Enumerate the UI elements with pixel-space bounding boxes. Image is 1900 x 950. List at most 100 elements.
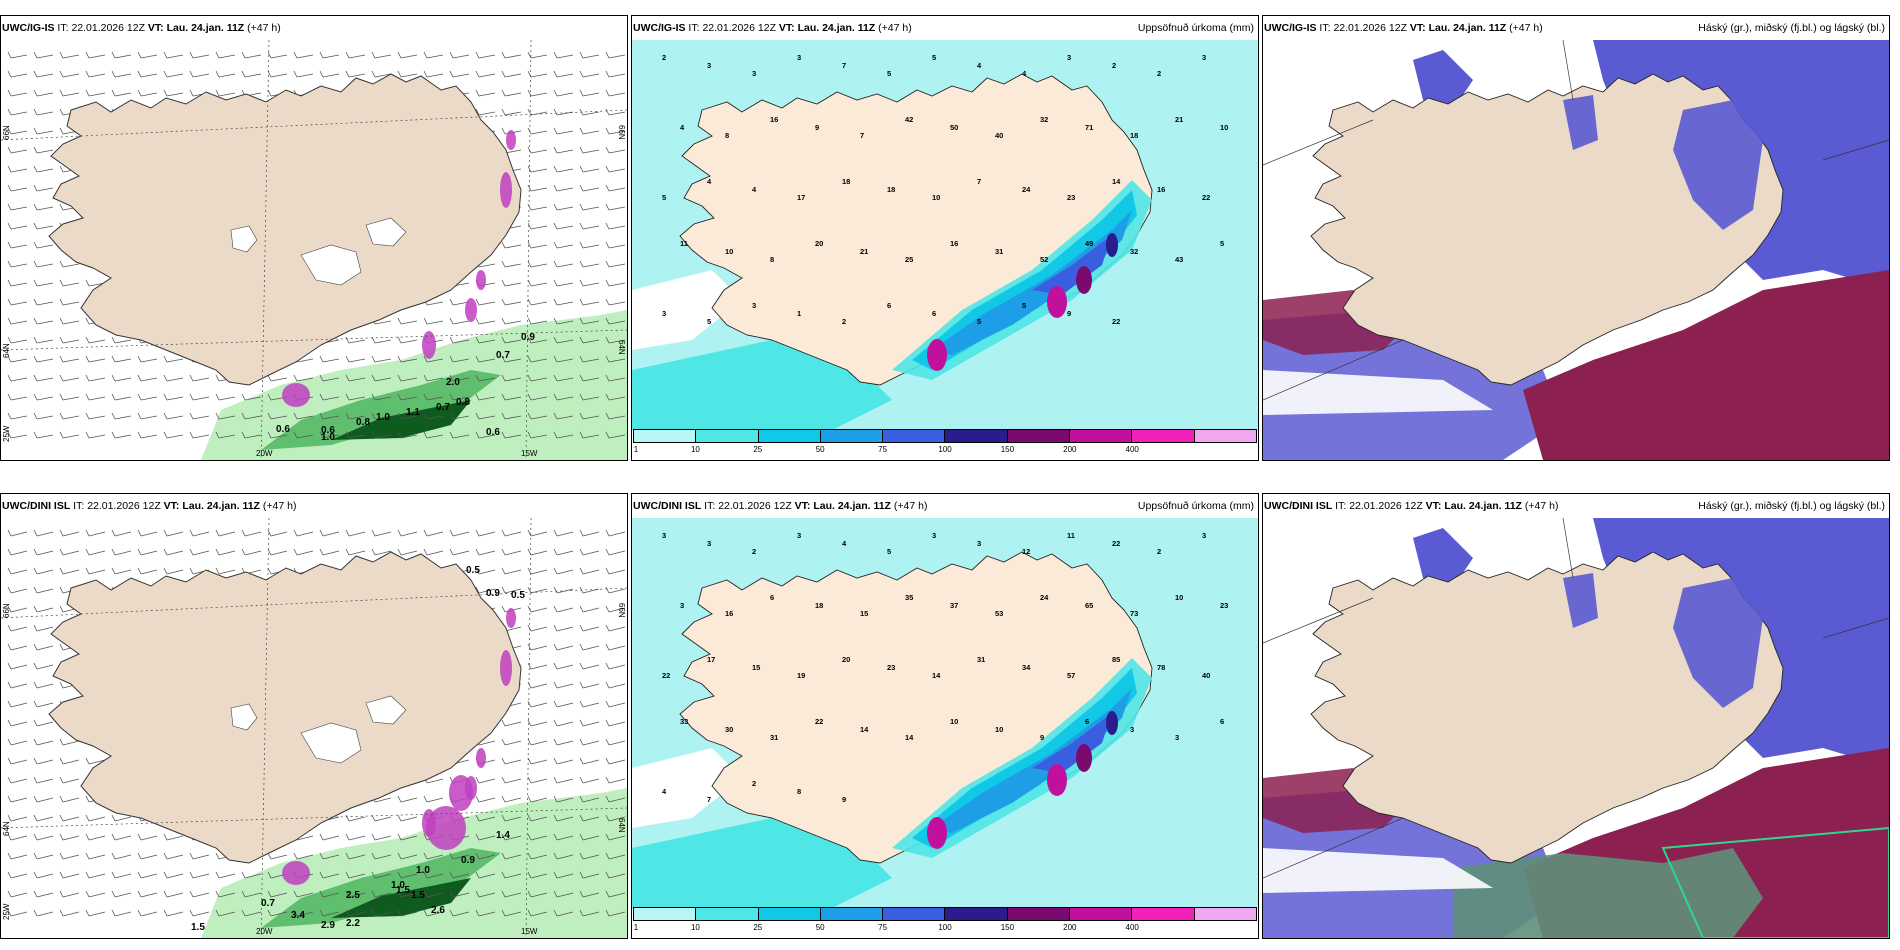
legend-tick-label: 50 [815,445,825,454]
precip-cell [476,748,486,768]
precip-value: 20 [815,239,823,248]
precip-max [1076,266,1092,294]
precip-legend: 1 10 25 50 75 100 150 200 400 [633,907,1257,937]
precip-value: 2 [1112,61,1116,70]
lat-label: 66N [617,603,626,618]
legend-tick-label: 200 [1063,445,1077,454]
wave-shading-mid [261,370,501,450]
precip-cell [282,383,310,407]
precip-value: 8 [725,131,729,140]
precip-value: 8 [797,787,801,796]
precip-max [1047,286,1067,318]
legend-tick-label: 400 [1125,445,1139,454]
precip-value: 17 [797,193,805,202]
precip-value: 40 [995,131,1003,140]
precip-value: 23 [1220,601,1228,610]
map-boundary [1562,40,1574,101]
precip-value: 31 [977,655,985,664]
precip-value: 23 [1067,193,1075,202]
precip-value: 18 [842,177,850,186]
wave-value: 1.5 [411,890,425,901]
precip-value: 50 [950,123,958,132]
legend-tick-label: 75 [878,923,888,932]
precip-value: 3 [932,531,936,540]
wave-value: 0.7 [496,350,510,361]
precip-value: 32 [1040,115,1048,124]
precip-max [1106,711,1118,735]
iceland-land [1310,551,1784,864]
mid-cloud-outline [1661,826,1889,938]
legend-tick-label: 100 [938,445,952,454]
low-cloud [1523,270,1889,460]
iceland-land [1310,73,1784,386]
panel-right-title: Uppsöfnuð úrkoma (mm) [1137,500,1254,512]
panel-dini-cloud: UWC/DINI ISL IT: 22.01.2026 12Z VT: Lau.… [1262,493,1890,939]
legend-tick-label: 10 [690,923,700,932]
precip-value: 5 [707,317,711,326]
lon-label: 15W [521,927,538,936]
precip-value: 2 [1157,69,1161,78]
lat-label: 66N [2,125,11,140]
legend-tick-label: 150 [1000,923,1015,932]
legend-swatch [820,908,884,920]
precip-value: 18 [1130,131,1138,140]
precip-value: 10 [995,725,1003,734]
precip-max [1106,233,1118,257]
graticule-lat [1,807,627,829]
graticule-lon [525,518,532,938]
lat-label: 66N [617,125,626,140]
wave-value: 0.9 [521,332,535,343]
lon-label: 20W [256,449,273,458]
legend-tick-label: 150 [1000,445,1015,454]
wave-value: 0.9 [461,855,475,866]
lat-label: 64N [2,343,11,358]
precip-value: 4 [977,61,982,70]
precip-value: 3 [1130,725,1134,734]
graticule-lat [1,109,627,141]
precip-value: 23 [887,663,895,672]
map-boundary [1822,139,1889,161]
precip-value: 3 [977,539,981,548]
precip-value: 3 [680,601,684,610]
lat-label: 66N [2,603,11,618]
wave-value: 1.0 [321,432,335,443]
precip-value: 3 [707,61,711,70]
mid-cloud [1453,848,1763,938]
glacier [230,225,258,253]
precip-value: 4 [680,123,685,132]
precip-value: 49 [1085,239,1093,248]
panel-title: UWC/IG-IS IT: 22.01.2026 12Z VT: Lau. 24… [633,22,912,34]
precip-value: 14 [932,671,941,680]
wave-value: 1.5 [191,922,205,933]
legend-tick-label: 1 [633,445,639,454]
panel-ig-cloud: UWC/IG-IS IT: 22.01.2026 12Z VT: Lau. 24… [1262,15,1890,461]
graticule-lat [1,329,627,351]
legend-swatch [1132,908,1195,920]
precip-value: 2 [1157,547,1161,556]
graticule-lon [260,40,270,460]
wave-value: 2.2 [346,918,360,929]
graticule-lon [525,40,532,460]
precip-value: 4 [662,787,667,796]
precip-value: 1 [797,309,801,318]
precip-value: 9 [1040,733,1044,742]
precip-value: 33 [680,717,688,726]
wave-value: 0.7 [261,898,275,909]
precip-value: 12 [1022,547,1030,556]
legend-swatch [945,908,1008,920]
legend-swatch [945,430,1008,442]
precip-value: 71 [1085,123,1093,132]
precip-cell [506,608,516,628]
legend-swatch [883,430,946,442]
precip-value: 52 [1040,255,1048,264]
legend-tick-label: 25 [753,923,763,932]
precip-value: 85 [1112,655,1120,664]
precip-value: 31 [995,247,1003,256]
precip-legend: 1 10 25 50 75 100 150 200 400 [633,429,1257,459]
precip-value: 7 [977,177,981,186]
precip-value: 9 [842,795,846,804]
map-boundary [1263,817,1404,879]
precip-value: 10 [1220,123,1228,132]
precip-value: 4 [752,185,757,194]
